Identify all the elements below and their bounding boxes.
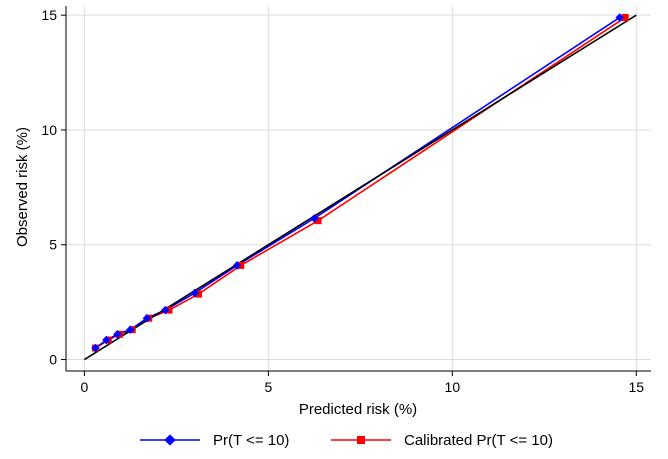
reference-line xyxy=(83,14,637,361)
data-point xyxy=(102,335,111,345)
series-line xyxy=(95,16,626,349)
plot-area xyxy=(83,13,637,361)
grid xyxy=(66,6,651,371)
y-tick-label: 0 xyxy=(49,352,57,368)
data-point xyxy=(314,217,322,225)
data-point xyxy=(310,214,319,223)
legend: Pr(T <= 10) Calibrated Pr(T <= 10) xyxy=(140,432,553,449)
data-point xyxy=(161,305,170,315)
legend-marker-pr xyxy=(164,434,176,446)
data-point xyxy=(190,288,200,298)
x-axis-title: Predicted risk (%) xyxy=(299,401,417,418)
data-point xyxy=(232,261,242,270)
y-tick-label: 10 xyxy=(41,122,57,138)
x-tick-label: 10 xyxy=(445,379,461,395)
data-point xyxy=(142,313,152,323)
axes: 0 5 10 15 0 5 10 15 xyxy=(41,6,651,395)
data-point xyxy=(126,325,135,334)
x-tick-label: 0 xyxy=(80,379,88,395)
data-point xyxy=(621,13,629,21)
x-tick-label: 5 xyxy=(264,379,272,395)
y-tick-label: 15 xyxy=(41,7,57,23)
legend-marker-calibrated xyxy=(357,436,365,444)
legend-label-calibrated: Calibrated Pr(T <= 10) xyxy=(404,432,553,449)
y-tick-label: 5 xyxy=(49,237,57,253)
data-point xyxy=(113,330,122,339)
x-tick-label: 15 xyxy=(628,379,644,395)
legend-label-pr: Pr(T <= 10) xyxy=(213,432,289,449)
data-point xyxy=(91,343,100,353)
data-point xyxy=(194,290,202,298)
y-axis-title: Observed risk (%) xyxy=(14,127,31,247)
